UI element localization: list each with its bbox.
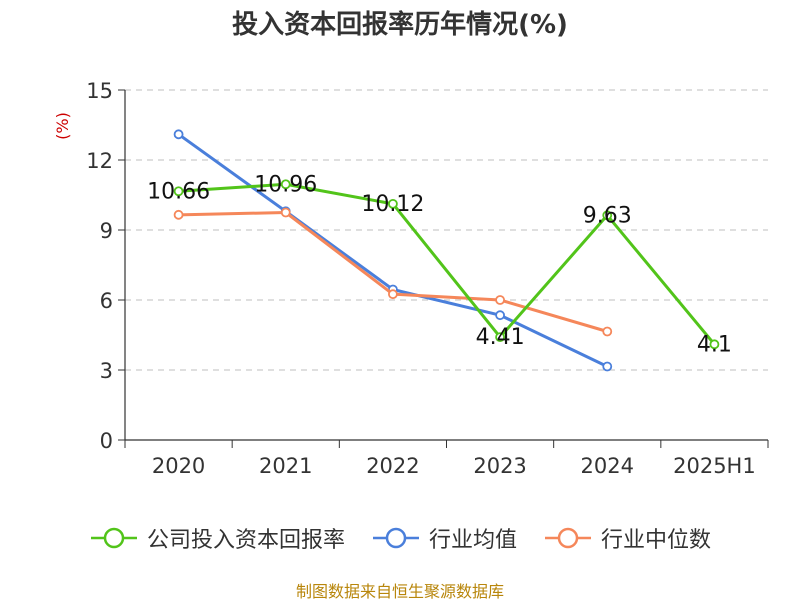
data-label: 4.1 [697,332,732,357]
legend-item[interactable]: 公司投入资本回报率 [89,522,345,554]
x-tick-label: 2021 [259,454,312,478]
data-label: 10.96 [254,172,317,197]
series-point [173,129,184,140]
series-lines [173,129,720,372]
legend-item[interactable]: 行业中位数 [543,522,711,554]
legend-label: 行业中位数 [601,528,712,553]
series-line [178,182,716,346]
chart-title: 投入资本回报率历年情况(%) [232,10,568,40]
axes: 0 3 6 9 12 15 2020 2021 2022 2023 2024 2025H1 [86,79,769,478]
y-tick-label: 3 [100,359,113,383]
x-tick-label: 2024 [581,454,634,478]
series-line [177,133,608,368]
legend-swatch [90,527,137,549]
legend: 公司投入资本回报率 行业均值 行业中位数 [0,520,800,556]
legend-label: 公司投入资本回报率 [146,528,345,553]
y-tick-label: 9 [100,219,113,243]
legend-swatch [372,527,419,549]
y-tick-label: 0 [100,429,113,453]
chart-plot: 0 3 6 9 12 15 2020 2021 2022 2023 2024 2025H1 (%) 1… [53,79,769,478]
legend-item[interactable]: 行业均值 [371,522,517,554]
data-labels: 10.66 10.96 10.12 4.41 9.63 4.1 [147,172,732,357]
series-point [495,332,505,343]
source-note: 制图数据来自恒生聚源数据库 [295,582,504,601]
legend-label: 行业均值 [428,528,517,553]
x-tick-label: 2023 [473,454,526,478]
y-tick-label: 6 [100,289,113,313]
series-point [495,310,505,321]
legend-swatch [545,527,591,549]
data-label: 9.63 [583,203,632,228]
series-point [173,186,184,197]
grid-lines [125,89,768,371]
x-tick-label: 2020 [152,454,205,478]
data-label: 10.66 [147,179,210,204]
series-point [602,361,613,372]
y-tick-label: 12 [86,149,113,173]
series-point [280,179,291,190]
series-point [602,210,613,221]
series-point [388,198,398,209]
data-label: 10.12 [361,192,424,217]
series-point [602,326,613,337]
y-axis-label: (%) [53,112,72,140]
data-label: 4.41 [476,325,525,350]
y-tick-label: 15 [86,79,113,103]
series-point [709,339,720,350]
x-tick-label: 2022 [366,454,419,478]
series-point [280,207,291,218]
series-point [388,289,398,300]
x-tick-label: 2025H1 [673,454,756,478]
series-point [173,209,184,220]
series-point [495,295,505,305]
